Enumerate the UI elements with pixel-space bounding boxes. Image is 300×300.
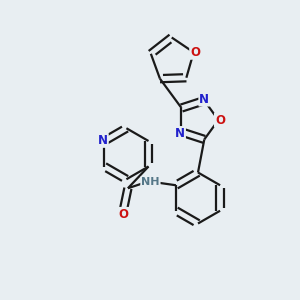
Text: O: O xyxy=(118,208,128,221)
Text: N: N xyxy=(98,134,108,147)
Text: NH: NH xyxy=(141,177,160,187)
Text: O: O xyxy=(190,46,200,59)
Text: N: N xyxy=(199,93,209,106)
Text: N: N xyxy=(175,127,185,140)
Text: O: O xyxy=(215,113,225,127)
